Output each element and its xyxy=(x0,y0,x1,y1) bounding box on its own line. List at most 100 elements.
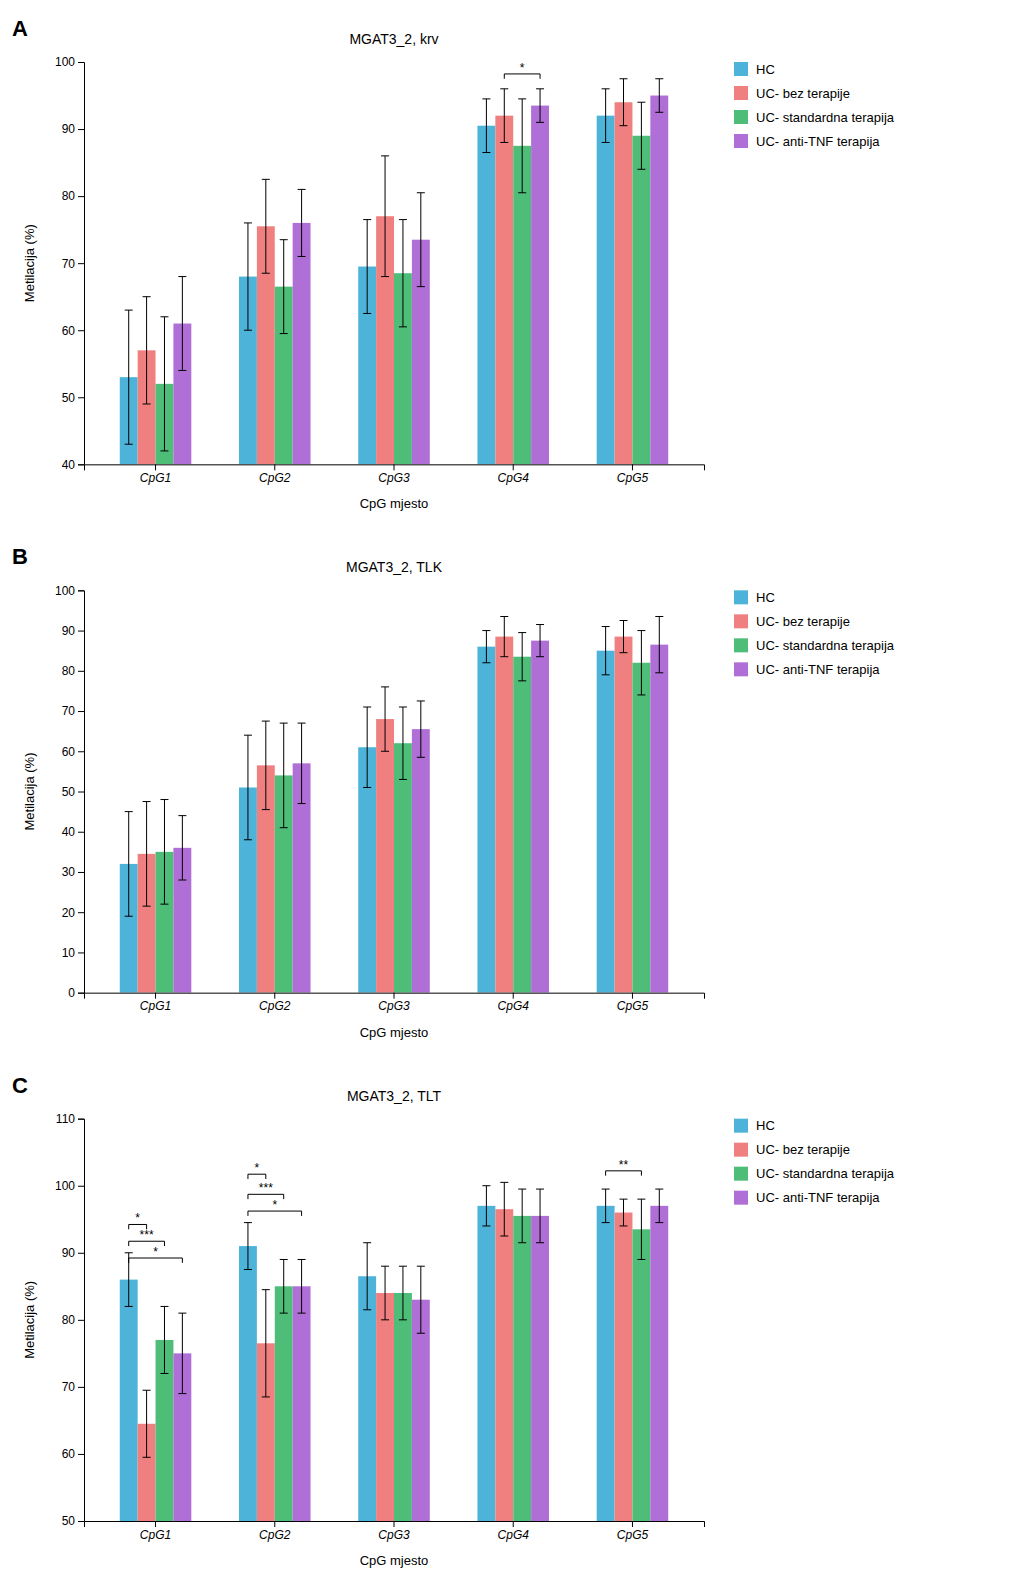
tick-label: 70 xyxy=(62,1380,76,1394)
error-bars xyxy=(178,616,663,880)
error-bar xyxy=(280,240,288,334)
error-bar xyxy=(399,707,407,779)
significance-label: * xyxy=(272,1198,277,1212)
tick-mark xyxy=(155,1521,156,1527)
error-bar xyxy=(178,816,186,880)
tick-mark xyxy=(78,671,84,672)
tick-label: CpG2 xyxy=(259,999,291,1013)
error-bar xyxy=(160,1306,168,1373)
tick-mark xyxy=(394,1521,395,1527)
legend-item: UC- bez terapije xyxy=(734,1142,850,1157)
legend-swatch xyxy=(734,614,748,628)
bar xyxy=(495,1209,513,1521)
bar xyxy=(650,1206,668,1521)
error-bar xyxy=(262,1290,270,1397)
legend-item: UC- anti-TNF terapija xyxy=(734,1190,880,1205)
error-bar xyxy=(637,631,645,695)
legend-item: UC- anti-TNF terapija xyxy=(734,662,880,677)
error-bar xyxy=(637,1199,645,1259)
bar xyxy=(495,116,513,465)
tick: 60 xyxy=(62,745,84,759)
tick-label: 30 xyxy=(62,865,76,879)
tick: CpG2 xyxy=(259,993,291,1014)
error-bar xyxy=(399,220,407,327)
tick-mark xyxy=(78,62,84,63)
axis-line xyxy=(85,465,705,471)
error-bar xyxy=(482,1186,490,1226)
error-bar xyxy=(363,220,371,314)
error-bar xyxy=(143,802,151,907)
tick-label: 50 xyxy=(62,785,76,799)
legend-item: UC- standardna terapija xyxy=(734,110,895,125)
tick: 100 xyxy=(55,1179,84,1193)
bar-series xyxy=(156,657,651,993)
bar-series xyxy=(173,641,668,993)
tick-label: 40 xyxy=(62,825,76,839)
error-bar xyxy=(602,627,610,675)
tick: CpG1 xyxy=(140,464,171,485)
panel: 0102030405060708090100CpG1CpG2CpG3CpG4Cp… xyxy=(12,544,895,1039)
tick-mark xyxy=(78,330,84,331)
tick-mark xyxy=(78,1320,84,1321)
bar xyxy=(650,96,668,465)
bar-series xyxy=(156,136,651,465)
error-bar xyxy=(298,1259,306,1313)
axis-line xyxy=(85,1522,705,1528)
legend-label: UC- bez terapije xyxy=(756,86,850,101)
tick-mark xyxy=(632,464,633,470)
bar xyxy=(394,1293,412,1521)
tick-label: CpG3 xyxy=(378,471,410,485)
tick-mark xyxy=(78,711,84,712)
tick-mark xyxy=(78,993,84,994)
tick-label: 20 xyxy=(62,906,76,920)
tick-label: CpG4 xyxy=(498,999,530,1013)
y-axis-title: Metilacija (%) xyxy=(22,752,37,830)
tick-label: CpG2 xyxy=(259,1528,291,1542)
error-bar xyxy=(482,631,490,663)
tick-mark xyxy=(274,464,275,470)
x-axis-title: CpG mjesto xyxy=(360,1553,429,1568)
tick: CpG4 xyxy=(498,1521,530,1542)
tick-mark xyxy=(155,464,156,470)
x-axis-title: CpG mjesto xyxy=(360,1025,429,1040)
error-bar xyxy=(655,616,663,672)
tick: 70 xyxy=(62,257,84,271)
tick: 0 xyxy=(68,986,84,1000)
error-bars xyxy=(143,79,628,404)
bar xyxy=(120,1280,138,1521)
legend-item: HC xyxy=(734,590,775,605)
panel-label: A xyxy=(12,16,28,41)
legend-label: UC- anti-TNF terapija xyxy=(756,134,880,149)
tick: CpG4 xyxy=(498,993,530,1014)
tick-label: CpG1 xyxy=(140,471,171,485)
tick-label: CpG4 xyxy=(498,471,530,485)
tick-mark xyxy=(78,1387,84,1388)
tick-mark xyxy=(78,590,84,591)
significance-label: * xyxy=(520,61,525,75)
panel: 405060708090100CpG1CpG2CpG3CpG4CpG5CpG m… xyxy=(12,16,895,511)
tick-label: CpG1 xyxy=(140,999,171,1013)
error-bar xyxy=(417,701,425,757)
tick-label: 90 xyxy=(62,122,76,136)
tick-label: 90 xyxy=(62,1246,76,1260)
tick-label: 100 xyxy=(55,584,75,598)
error-bar xyxy=(655,79,663,113)
x-axis-title: CpG mjesto xyxy=(360,496,429,511)
legend-swatch xyxy=(734,1191,748,1205)
panel-label: B xyxy=(12,544,28,569)
annotations: ************ xyxy=(129,1158,642,1263)
bar-series xyxy=(138,102,633,464)
legend-label: HC xyxy=(756,590,775,605)
tick: CpG2 xyxy=(259,1521,291,1542)
legend-swatch xyxy=(734,62,748,76)
tick: CpG5 xyxy=(617,1521,649,1542)
legend-swatch xyxy=(734,110,748,124)
bar xyxy=(275,1286,293,1521)
error-bar xyxy=(244,735,252,840)
tick: CpG1 xyxy=(140,1521,171,1542)
bar-series xyxy=(156,1216,651,1521)
bar-series xyxy=(173,1206,668,1521)
legend-item: UC- standardna terapija xyxy=(734,1166,895,1181)
tick-mark xyxy=(78,832,84,833)
error-bars xyxy=(178,1189,663,1394)
